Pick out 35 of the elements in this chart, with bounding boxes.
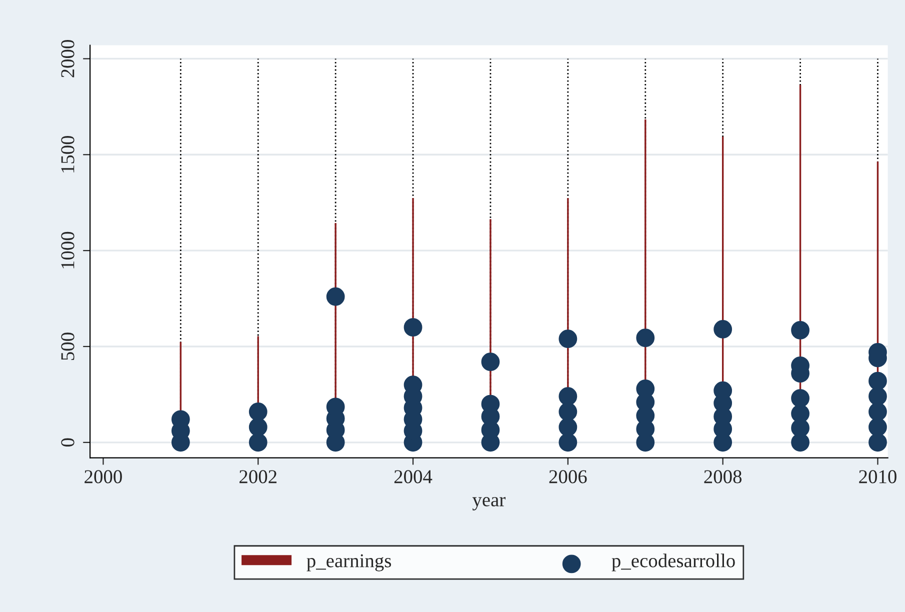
x-tick-label: 2000: [84, 470, 122, 484]
point: [868, 433, 887, 452]
y-tick-label: 500: [61, 332, 74, 360]
point: [868, 372, 887, 390]
point: [636, 328, 655, 348]
point: [481, 352, 500, 372]
y-tick-label: 1500: [61, 136, 74, 172]
y-tick-label: 1000: [61, 232, 74, 268]
point: [558, 433, 578, 452]
x-tick-label: 2004: [394, 470, 432, 484]
legend-label: p_earnings: [306, 554, 392, 572]
y-tick-label: 0: [61, 438, 74, 447]
point: [248, 433, 268, 452]
point: [558, 387, 578, 406]
point: [326, 287, 345, 306]
point: [558, 402, 578, 421]
point: [868, 387, 887, 406]
x-axis-title: year: [472, 497, 506, 510]
point: [248, 402, 268, 421]
point: [558, 418, 578, 436]
point: [791, 389, 810, 408]
legend-label: p_ecodesarrollo: [612, 554, 735, 572]
point: [868, 402, 887, 421]
point: [868, 418, 887, 436]
x-tick-label: 2008: [704, 470, 742, 484]
point: [558, 330, 578, 348]
x-tick-label: 2006: [549, 470, 587, 484]
point: [248, 418, 268, 436]
y-tick-label: 2000: [61, 40, 74, 78]
point: [791, 320, 810, 340]
x-tick-label: 2010: [859, 470, 896, 484]
point: [404, 318, 422, 337]
x-tick-label: 2002: [240, 470, 276, 484]
point: [714, 320, 732, 338]
point: [791, 404, 810, 423]
